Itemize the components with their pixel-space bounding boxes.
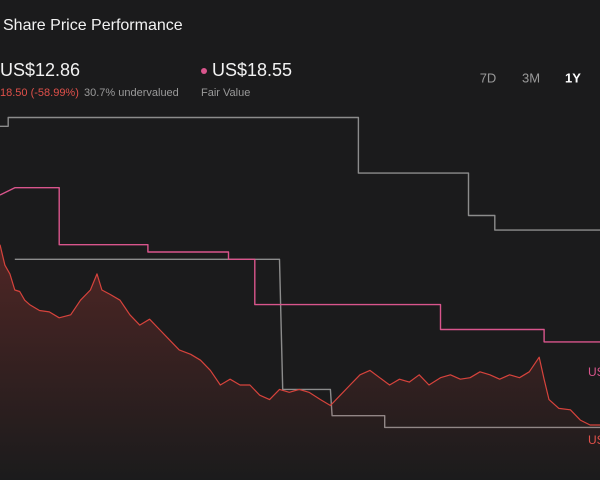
fair-value: US$18.55 <box>212 60 292 80</box>
range-tab[interactable]: 7D <box>480 70 497 85</box>
series-line <box>0 244 600 426</box>
title: Share Price Performance <box>3 17 183 34</box>
series-line <box>0 116 600 231</box>
price-area <box>0 244 600 480</box>
range-tab[interactable]: 3M <box>522 70 540 85</box>
fair-value-tag: US <box>588 365 600 379</box>
price-change: 18.50 (-58.99%) <box>0 87 79 99</box>
price-tag: US <box>588 433 600 447</box>
valuation: 30.7% undervalued <box>84 87 179 99</box>
fair-value-dot <box>201 68 207 74</box>
fair-value-label: Fair Value <box>201 87 250 99</box>
range-tab[interactable]: 1Y <box>565 70 581 85</box>
price: US$12.86 <box>0 60 80 80</box>
series-line <box>0 187 600 343</box>
